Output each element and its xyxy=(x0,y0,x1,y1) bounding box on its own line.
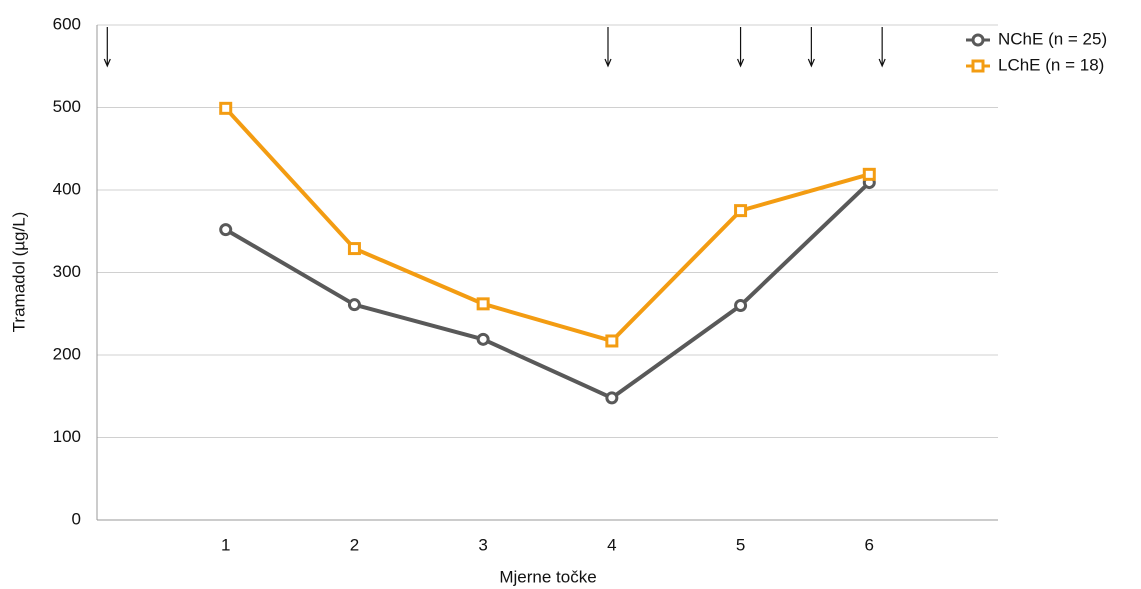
marker xyxy=(862,167,876,181)
y-tick-label: 400 xyxy=(53,179,81,198)
y-tick-label: 200 xyxy=(53,344,81,363)
x-tick-label: 5 xyxy=(736,535,745,554)
y-axis-label: Tramadol (µg/L) xyxy=(9,212,28,333)
y-tick-label: 600 xyxy=(53,14,81,33)
arrow xyxy=(807,27,815,68)
legend-marker xyxy=(971,59,985,73)
x-tick-label: 3 xyxy=(478,535,487,554)
y-tick-label: 0 xyxy=(72,509,81,528)
marker xyxy=(476,332,490,346)
arrow xyxy=(878,27,886,68)
series-line xyxy=(224,181,871,400)
legend-label: NChE (n = 25) xyxy=(998,29,1107,48)
marker xyxy=(605,334,619,348)
arrow xyxy=(604,27,612,68)
marker xyxy=(605,391,619,405)
series-line xyxy=(224,106,870,343)
x-tick-label: 1 xyxy=(221,535,230,554)
arrow xyxy=(737,27,745,68)
x-axis-label: Mjerne točke xyxy=(499,567,596,586)
marker xyxy=(734,204,748,218)
marker xyxy=(347,242,361,256)
y-tick-label: 100 xyxy=(53,427,81,446)
x-tick-label: 6 xyxy=(865,535,874,554)
x-tick-label: 2 xyxy=(350,535,359,554)
marker xyxy=(219,223,233,237)
legend-marker xyxy=(971,33,985,47)
marker xyxy=(734,299,748,312)
marker xyxy=(219,101,233,115)
y-tick-label: 300 xyxy=(53,262,81,281)
marker xyxy=(347,298,361,312)
arrow xyxy=(103,27,111,68)
y-tick-label: 500 xyxy=(53,97,81,116)
x-tick-label: 4 xyxy=(607,535,616,554)
marker xyxy=(476,297,490,311)
legend-label: LChE (n = 18) xyxy=(998,55,1104,74)
